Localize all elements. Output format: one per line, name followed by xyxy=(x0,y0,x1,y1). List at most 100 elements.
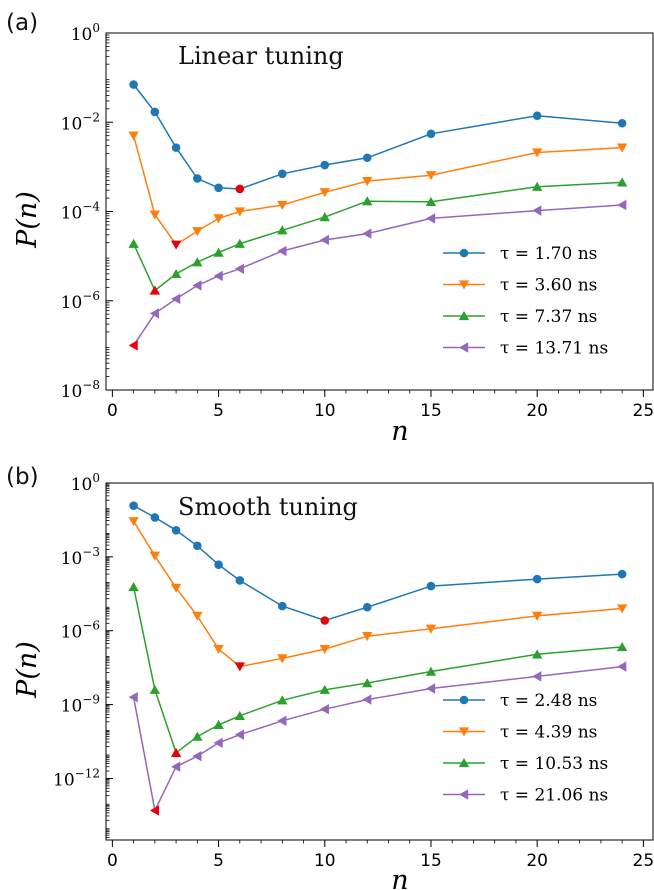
data-point xyxy=(362,632,373,642)
data-point xyxy=(213,719,224,730)
data-point xyxy=(277,169,287,179)
chart-title: Smooth tuning xyxy=(178,493,358,521)
data-point xyxy=(235,576,245,585)
y-tick-label: 10−6 xyxy=(61,289,100,313)
data-point xyxy=(362,196,373,206)
data-point xyxy=(277,715,287,726)
data-point xyxy=(234,238,246,248)
legend-marker xyxy=(459,248,469,258)
series-line xyxy=(132,181,623,292)
data-point xyxy=(171,143,181,152)
legend-label: τ = 13.71 ns xyxy=(500,339,608,359)
chart-panel-1: (a) 10−8 10−6 10−4 10−2 100 0 5 10 15 20 25 n P(n) Lin… xyxy=(6,10,654,447)
series-line xyxy=(133,84,623,190)
data-point xyxy=(171,293,181,305)
data-point xyxy=(426,683,436,694)
x-tick-label: 20 xyxy=(526,401,548,421)
data-point xyxy=(149,551,161,561)
minimum-point xyxy=(170,240,182,250)
minimum-point xyxy=(170,747,182,757)
data-point xyxy=(150,513,160,522)
data-point xyxy=(425,196,437,206)
data-point xyxy=(531,148,543,158)
data-point xyxy=(362,602,372,612)
x-tick-label: 15 xyxy=(420,401,442,421)
series-2 xyxy=(128,517,628,672)
data-point xyxy=(214,560,223,570)
minimum-point xyxy=(320,616,330,625)
axes-frame xyxy=(105,482,654,841)
data-point xyxy=(213,247,224,257)
data-point xyxy=(426,581,436,591)
data-point xyxy=(192,751,202,762)
legend-label: τ = 2.48 ns xyxy=(500,691,597,711)
x-tick-label: 10 xyxy=(314,851,336,871)
data-point xyxy=(192,257,203,267)
data-point xyxy=(193,174,202,183)
data-point xyxy=(531,649,543,659)
data-point xyxy=(277,695,288,705)
data-point xyxy=(149,308,160,319)
data-point xyxy=(193,541,202,551)
data-point xyxy=(362,228,372,239)
data-point xyxy=(362,694,372,705)
legend-entry: τ = 7.37 ns xyxy=(443,307,597,327)
legend-entry: τ = 1.70 ns xyxy=(443,244,597,264)
legend-entry: τ = 2.48 ns xyxy=(443,691,597,711)
legend-marker xyxy=(458,311,470,321)
data-point xyxy=(129,80,138,89)
series-line xyxy=(132,665,623,813)
data-point xyxy=(319,188,330,198)
legend-entry: τ = 21.06 ns xyxy=(443,786,608,806)
data-point xyxy=(319,234,329,246)
minimum-point xyxy=(234,662,246,672)
data-point xyxy=(532,671,542,682)
panel-label: (a) xyxy=(6,10,38,36)
series-2 xyxy=(128,131,628,250)
x-tick-label: 25 xyxy=(633,401,654,421)
data-point xyxy=(616,604,628,614)
y-tick-label: 10−8 xyxy=(61,378,100,402)
data-point xyxy=(277,601,287,611)
legend-entry: τ = 4.39 ns xyxy=(443,723,597,743)
legend-label: τ = 3.60 ns xyxy=(500,276,597,296)
data-point xyxy=(128,582,139,592)
x-tick-label: 15 xyxy=(420,851,442,871)
legend-marker xyxy=(458,727,470,737)
series-4 xyxy=(128,199,627,351)
data-point xyxy=(532,205,542,216)
series-line xyxy=(132,135,623,246)
series-3 xyxy=(128,177,628,295)
data-point xyxy=(277,245,287,257)
data-point xyxy=(319,703,329,715)
data-point xyxy=(362,678,373,688)
series-3 xyxy=(128,582,628,757)
data-point xyxy=(616,177,628,187)
x-tick-label: 20 xyxy=(526,851,548,871)
data-point xyxy=(425,624,437,634)
data-point xyxy=(234,710,246,720)
legend-marker xyxy=(459,789,469,800)
data-point xyxy=(277,654,288,664)
y-tick-label: 10−2 xyxy=(61,110,100,134)
legend-marker xyxy=(458,758,470,768)
series-line xyxy=(132,520,623,668)
data-point xyxy=(532,111,542,121)
data-point xyxy=(617,661,627,672)
legend-entry: τ = 3.60 ns xyxy=(443,276,597,296)
y-tick-label: 10−9 xyxy=(61,693,100,717)
data-point xyxy=(170,268,182,279)
legend-marker xyxy=(459,342,469,353)
series-4 xyxy=(128,661,627,816)
minimum-point xyxy=(149,285,161,295)
data-point xyxy=(129,501,138,510)
data-point xyxy=(192,731,203,741)
y-tick-label: 10−3 xyxy=(61,545,100,569)
y-axis-label: P(n) xyxy=(12,191,43,249)
x-tick-label: 25 xyxy=(633,851,654,871)
data-point xyxy=(532,574,542,584)
data-point xyxy=(213,737,223,749)
data-point xyxy=(616,641,628,652)
data-point xyxy=(362,176,373,187)
